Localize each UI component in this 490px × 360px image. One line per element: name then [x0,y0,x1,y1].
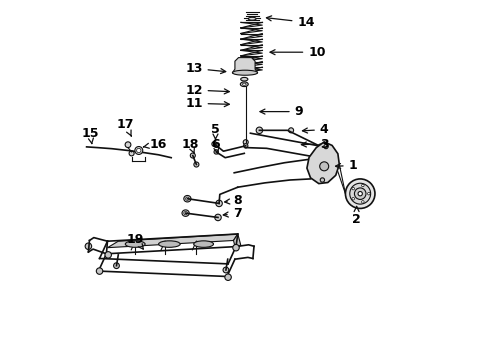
Ellipse shape [184,212,187,215]
Polygon shape [107,234,238,248]
Text: 14: 14 [267,16,315,29]
Text: 8: 8 [225,194,242,207]
Ellipse shape [240,82,248,87]
Ellipse shape [225,274,231,280]
Ellipse shape [352,187,354,190]
Ellipse shape [223,267,229,273]
Ellipse shape [190,153,196,158]
Ellipse shape [125,142,131,148]
Ellipse shape [289,128,294,133]
Text: 9: 9 [260,105,303,118]
Ellipse shape [137,148,141,153]
Ellipse shape [184,195,191,202]
Text: 5: 5 [211,123,220,139]
Text: 3: 3 [301,138,328,150]
Ellipse shape [256,127,263,134]
Ellipse shape [232,70,258,75]
Ellipse shape [243,83,246,85]
Text: 13: 13 [185,62,226,75]
Text: 2: 2 [352,207,361,226]
Ellipse shape [214,150,219,154]
Ellipse shape [358,192,363,196]
Polygon shape [307,142,339,184]
Ellipse shape [318,144,323,149]
Ellipse shape [345,179,375,208]
Ellipse shape [368,192,370,195]
Ellipse shape [194,241,214,247]
Ellipse shape [241,77,248,81]
Ellipse shape [97,268,103,274]
Ellipse shape [248,17,256,20]
Ellipse shape [186,197,189,200]
Ellipse shape [320,178,324,182]
Text: 7: 7 [223,207,242,220]
Ellipse shape [159,241,180,247]
Text: 15: 15 [81,127,99,144]
Ellipse shape [233,244,239,251]
Ellipse shape [212,141,217,147]
Text: 19: 19 [126,233,144,249]
Ellipse shape [352,198,354,200]
Ellipse shape [324,144,328,149]
Ellipse shape [129,151,134,156]
Polygon shape [232,58,258,73]
Ellipse shape [125,241,145,247]
Text: 1: 1 [336,159,357,172]
Text: 18: 18 [182,138,199,153]
Ellipse shape [243,140,248,145]
Text: 12: 12 [185,84,229,96]
Ellipse shape [194,162,199,167]
Ellipse shape [114,263,120,269]
Text: 16: 16 [144,138,167,150]
Ellipse shape [215,214,221,221]
Text: 11: 11 [185,97,229,110]
Ellipse shape [350,183,370,204]
Text: 10: 10 [270,46,326,59]
Ellipse shape [85,243,92,249]
Ellipse shape [135,147,143,154]
Text: 6: 6 [211,138,220,154]
Ellipse shape [362,201,364,203]
Ellipse shape [105,252,111,258]
Polygon shape [233,234,241,250]
Text: 4: 4 [302,123,329,136]
Ellipse shape [216,200,222,207]
Ellipse shape [182,210,189,216]
Ellipse shape [362,184,364,187]
Ellipse shape [354,188,366,199]
Ellipse shape [319,162,329,171]
Ellipse shape [244,144,248,148]
Text: 17: 17 [117,118,134,136]
